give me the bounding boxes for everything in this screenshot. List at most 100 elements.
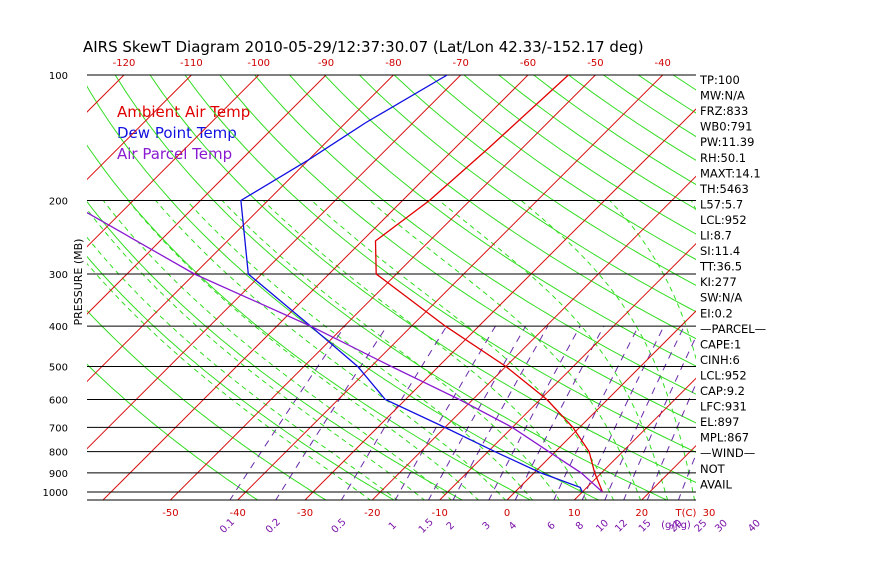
temp-unit-label: T(C) (675, 508, 697, 519)
mixing-ratio-line (489, 326, 581, 501)
index-label: NOT (700, 462, 726, 476)
isotherm (0, 75, 124, 500)
bottom-temp-tick-label: -30 (297, 508, 313, 519)
bottom-temp-tick-label: 30 (703, 508, 716, 519)
index-label: CAP:9.2 (700, 384, 745, 398)
mixing-ratio-line (756, 326, 819, 501)
moist-adiabat (439, 201, 668, 501)
index-label: —WIND— (700, 446, 755, 460)
dry-adiabat (813, 75, 870, 501)
index-label: EL:897 (700, 415, 740, 429)
moist-adiabat (758, 201, 775, 501)
pressure-tick-label: 900 (49, 469, 68, 480)
mixing-ratio-line (453, 326, 548, 501)
index-label: TH:5463 (699, 182, 749, 196)
index-label: LCL:952 (700, 368, 747, 382)
bottom-temp-tick-label: -10 (432, 508, 448, 519)
index-label: MAXT:14.1 (700, 166, 761, 180)
bottom-temp-tick-label: 20 (635, 508, 648, 519)
index-label: —PARCEL— (700, 322, 766, 336)
dry-adiabat (325, 75, 870, 501)
dry-adiabat (743, 75, 870, 501)
bottom-temp-tick-label: -50 (162, 508, 178, 519)
dry-adiabat (778, 75, 870, 501)
index-label: TT:36.5 (699, 260, 742, 274)
pressure-tick-label: 400 (49, 322, 68, 333)
pressure-tick-label: 600 (49, 396, 68, 407)
mixing-ratio-line (341, 326, 447, 501)
mixing-ratio-tick-label: 1.5 (417, 517, 436, 536)
bottom-temp-tick-label: -20 (364, 508, 380, 519)
isotherm (0, 75, 57, 500)
index-label: SW:N/A (700, 291, 742, 305)
dry-adiabat (150, 75, 737, 501)
isotherm (776, 75, 870, 500)
index-label: CAPE:1 (700, 337, 741, 351)
pressure-tick-label: 500 (49, 363, 68, 374)
index-label: PW:11.39 (700, 135, 754, 149)
series-line (376, 75, 603, 492)
top-temp-tick-label: -90 (318, 58, 334, 69)
index-label: RH:50.1 (700, 151, 746, 165)
bottom-temp-tick-label: -40 (230, 508, 246, 519)
mixing-ratio-tick-label: 8 (574, 520, 586, 532)
index-label: KI:277 (700, 275, 737, 289)
moist-adiabat (59, 201, 398, 501)
moist-adiabat (521, 201, 695, 501)
index-label: MW:N/A (700, 89, 745, 103)
moist-adiabat (156, 201, 507, 501)
pressure-tick-label: 300 (49, 270, 68, 281)
top-temp-tick-label: -70 (453, 58, 469, 69)
mixing-ratio-tick-label: 2 (445, 520, 457, 532)
legend-entry: Dew Point Temp (117, 124, 237, 142)
y-axis-label: PRESSURE (MB) (72, 239, 85, 326)
isotherm (440, 75, 865, 500)
pressure-tick-label: 700 (49, 423, 68, 434)
mixing-ratio-tick-label: 3 (481, 520, 493, 532)
mixing-ratio-tick-label: 40 (746, 518, 763, 535)
isotherm (36, 75, 461, 500)
index-label: L57:5.7 (700, 197, 743, 211)
index-label: WB0:791 (700, 120, 752, 134)
dry-adiabat (429, 75, 870, 501)
top-temp-tick-label: -110 (180, 58, 203, 69)
mixing-ratio-tick-label: 0.2 (264, 517, 283, 536)
mixing-ratio-line (395, 326, 496, 501)
mixing-ratio-tick-label: 0.1 (218, 517, 237, 536)
isotherm (238, 75, 663, 500)
isotherm (305, 75, 730, 500)
pressure-tick-label: 100 (49, 71, 68, 82)
isotherm (507, 75, 870, 500)
top-temp-tick-label: -60 (520, 58, 536, 69)
isotherm (642, 75, 870, 500)
dry-adiabat (464, 75, 870, 501)
chart-title: AIRS SkewT Diagram 2010-05-29/12:37:30.0… (83, 38, 644, 56)
mixing-ratio-tick-label: 6 (546, 520, 558, 532)
mixing-ratio-tick-label: 30 (713, 518, 730, 535)
mixing-ratio-tick-label: 4 (507, 520, 519, 532)
index-label: LI:8.7 (700, 229, 732, 243)
mixing-ratio-line (229, 326, 345, 501)
pressure-tick-label: 800 (49, 448, 68, 459)
top-temp-tick-label: -50 (587, 58, 603, 69)
mixing-ratio-line (428, 326, 526, 501)
pressure-tick-label: 200 (49, 197, 68, 208)
dry-adiabat (848, 75, 870, 501)
mixing-ratio-tick-label: 25 (693, 518, 710, 535)
mixing-ratio-tick-label: 10 (594, 518, 611, 535)
top-temp-tick-label: -40 (655, 58, 671, 69)
index-label: TP:100 (699, 73, 740, 87)
index-label: FRZ:833 (700, 104, 748, 118)
index-label: LFC:931 (700, 400, 747, 414)
top-temp-tick-label: -100 (247, 58, 270, 69)
bottom-temp-tick-label: 0 (504, 508, 510, 519)
index-label: LCL:952 (700, 213, 747, 227)
top-temp-tick-label: -120 (113, 58, 136, 69)
dry-adiabat (255, 75, 870, 501)
legend-entry: Air Parcel Temp (117, 145, 232, 163)
top-temp-tick-label: -80 (385, 58, 401, 69)
